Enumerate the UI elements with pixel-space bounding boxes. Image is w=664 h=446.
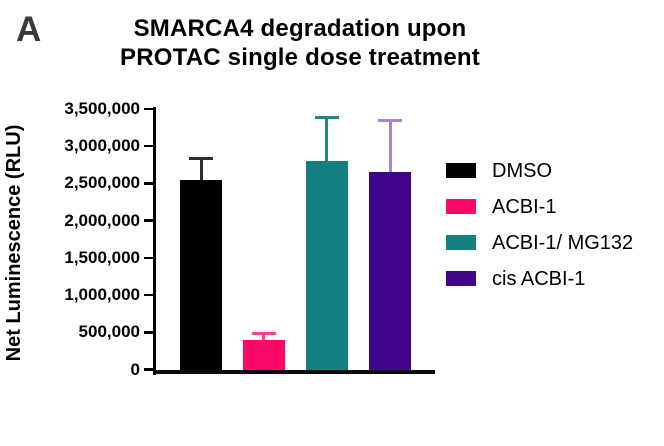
- y-axis-tick-mark: [143, 368, 153, 371]
- bar-cis-acbi-1: [369, 172, 411, 372]
- y-axis-tick-mark: [143, 256, 153, 260]
- legend-swatch: [446, 235, 476, 250]
- error-bar-cap: [189, 157, 213, 161]
- error-bar-stem: [199, 158, 203, 182]
- y-axis-tick-mark: [143, 144, 153, 148]
- y-axis-tick-mark: [143, 107, 153, 111]
- panel-label: A: [16, 10, 42, 49]
- legend-label: cis ACBI-1: [492, 267, 586, 290]
- chart-title-line2: PROTAC single dose treatment: [120, 44, 480, 71]
- y-axis-tick-mark: [143, 182, 153, 185]
- chart-title-line1: SMARCA4 degradation upon: [133, 15, 467, 42]
- legend-item: cis ACBI-1: [446, 267, 633, 290]
- y-axis-tick-label: 3,000,000: [64, 136, 140, 156]
- error-bar-stem: [262, 333, 265, 342]
- y-axis-tick-mark: [143, 293, 153, 297]
- y-axis-tick-mark: [143, 219, 153, 222]
- chart-title: SMARCA4 degradation upon PROTAC single d…: [70, 14, 530, 72]
- error-bar-stem: [325, 117, 328, 164]
- legend-swatch: [446, 163, 476, 178]
- y-axis-tick-label: 0: [130, 359, 140, 379]
- legend-label: ACBI-1: [492, 195, 557, 218]
- error-bar-cap: [378, 118, 402, 122]
- y-axis-tick-label: 2,500,000: [64, 173, 140, 193]
- x-axis-line: [152, 369, 435, 374]
- bar-dmso: [180, 179, 222, 372]
- error-bar-stem: [388, 120, 392, 175]
- y-axis-label: Net Luminescence (RLU): [3, 124, 25, 362]
- y-axis-tick-label: 500,000: [78, 322, 140, 342]
- error-bar-cap: [314, 116, 339, 120]
- y-axis-tick-label: 1,000,000: [64, 285, 140, 305]
- bar-acbi-1: [242, 339, 285, 372]
- y-axis-tick-label: 2,000,000: [64, 210, 140, 230]
- y-axis-line: [152, 107, 156, 375]
- legend-label: DMSO: [492, 159, 552, 182]
- error-bar-cap: [251, 332, 276, 336]
- legend-label: ACBI-1/ MG132: [492, 231, 634, 254]
- y-axis-tick-label: 3,500,000: [64, 99, 140, 118]
- y-axis-tick-label: 1,500,000: [64, 247, 140, 267]
- legend-item: DMSO: [446, 159, 633, 182]
- y-axis-tick-mark: [143, 331, 153, 334]
- legend-item: ACBI-1/ MG132: [446, 231, 634, 254]
- legend-swatch: [446, 271, 476, 286]
- legend-item: ACBI-1: [446, 195, 633, 218]
- legend: DMSO ACBI-1 ACBI-1/ MG132 cis ACBI-1: [446, 159, 634, 290]
- bar-acbi-1-mg132: [305, 161, 348, 372]
- legend-swatch: [446, 199, 476, 214]
